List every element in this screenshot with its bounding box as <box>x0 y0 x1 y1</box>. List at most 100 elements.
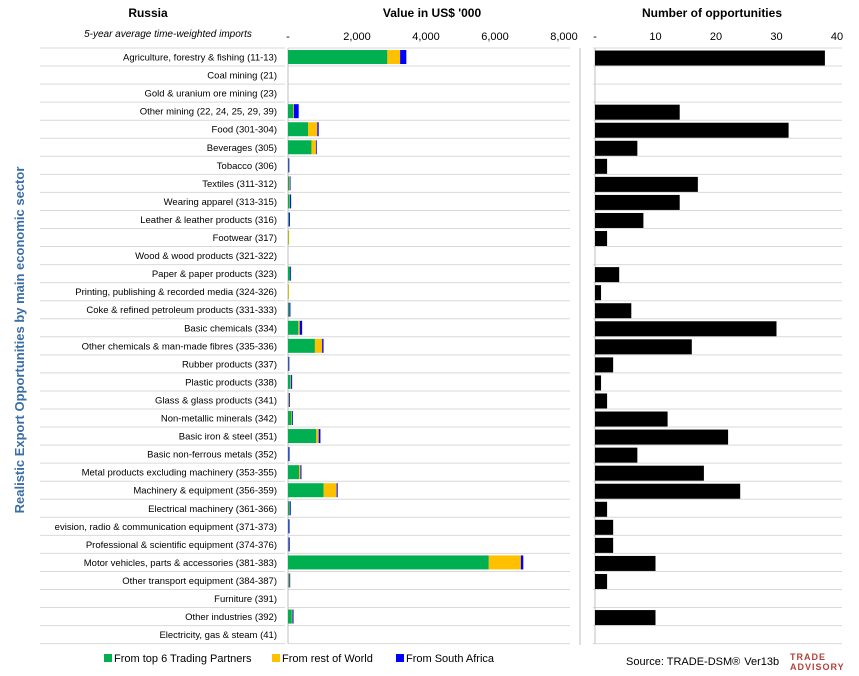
category-label: Other industries (392) <box>185 612 277 623</box>
category-label: Wearing apparel (313-315) <box>164 197 277 208</box>
category-label: Basic iron & steel (351) <box>179 432 277 443</box>
legend-swatch-sa <box>396 654 404 662</box>
count-bar <box>595 158 608 174</box>
category-label: Basic chemicals (334) <box>184 323 277 334</box>
value-bar-segment-sa <box>292 411 293 426</box>
registered-mark: ® <box>732 656 740 668</box>
value-bar-segment-sa <box>289 302 291 317</box>
count-bar <box>595 303 632 319</box>
category-labels: Agriculture, forestry & fishing (11-13) C… <box>55 53 277 642</box>
legend-label-rest: From rest of World <box>282 653 373 665</box>
count-bar <box>595 176 698 192</box>
value-bar-segment-sa <box>322 338 324 353</box>
value-bar-segment-rest <box>311 140 316 155</box>
value-bars <box>288 50 524 624</box>
value-bar-segment-top6 <box>288 302 290 317</box>
value-bar-segment-top6 <box>288 104 294 119</box>
count-bar <box>595 555 656 571</box>
count-bar <box>595 501 608 517</box>
value-bar-segment-sa <box>300 465 302 480</box>
value-bar-segment-sa <box>288 158 290 173</box>
value-bar-segment-top6 <box>288 338 315 353</box>
value-bar-segment-sa <box>288 356 290 371</box>
value-bar-segment-rest <box>290 374 292 389</box>
value-bar-segment-sa <box>288 537 290 552</box>
category-label: Textiles (311-312) <box>202 179 277 190</box>
count-bar <box>595 610 656 626</box>
category-label: Electrical machinery (361-366) <box>148 504 277 515</box>
value-chart-title: Value in US$ '000 <box>383 6 482 20</box>
count-bar <box>595 537 614 553</box>
value-bar-segment-sa <box>288 447 290 462</box>
value-tick-label: 8,000 <box>550 31 578 43</box>
count-bar <box>595 339 692 355</box>
category-label: Wood & wood products (321-322) <box>135 251 277 262</box>
value-tick-label: 2,000 <box>343 31 371 43</box>
value-bar-segment-rest <box>316 429 319 444</box>
value-bar-segment-top6 <box>288 212 289 227</box>
count-bar <box>595 447 638 463</box>
value-bar-segment-sa <box>291 374 293 389</box>
legend-label-sa: From South Africa <box>406 653 495 665</box>
category-label: Other transport equipment (384-387) <box>122 576 277 587</box>
value-bar-segment-sa <box>290 194 292 209</box>
category-label: Other mining (22, 24, 25, 29, 39) <box>140 107 277 118</box>
value-bar-segment-sa <box>336 483 338 498</box>
category-label: Printing, publishing & recorded media (3… <box>75 287 277 298</box>
value-bar-segment-top6 <box>288 411 292 426</box>
value-bar-segment-rest <box>288 230 290 245</box>
category-label: Motor vehicles, parts & accessories (381… <box>84 558 277 569</box>
category-label: Leather & leather products (316) <box>140 215 277 226</box>
value-bar-segment-sa <box>317 122 319 137</box>
count-bar <box>595 393 608 409</box>
category-label: Coke & refined petroleum products (331-3… <box>86 305 277 316</box>
value-bar-segment-sa <box>299 320 303 335</box>
value-bar-segment-top6 <box>288 609 292 624</box>
value-bar-segment-sa <box>290 266 292 281</box>
logo-line-2: ADVISORY <box>790 662 845 672</box>
category-label: Metal products excluding machinery (353-… <box>82 468 277 479</box>
value-bar-segment-sa <box>400 50 407 65</box>
value-bar-segment-top6 <box>288 374 291 389</box>
count-bar <box>595 140 638 156</box>
value-bar-segment-top6 <box>288 50 388 65</box>
value-bar-segment-sa <box>520 555 524 570</box>
value-bar-segment-sa <box>289 501 291 516</box>
value-bar-segment-top6 <box>288 140 312 155</box>
value-bar-segment-sa <box>288 212 290 227</box>
value-bar-segment-top6 <box>288 501 290 516</box>
count-tick-label: 10 <box>649 31 661 43</box>
category-label: Non-metallic minerals (342) <box>161 414 277 425</box>
value-bar-segment-rest <box>299 465 301 480</box>
value-bar-segment-top6 <box>288 483 324 498</box>
value-tick-label: 6,000 <box>481 31 509 43</box>
value-bar-segment-rest <box>308 122 318 137</box>
count-bars <box>595 50 825 626</box>
count-bar <box>595 285 602 301</box>
value-bar-segment-sa <box>293 104 299 119</box>
category-label: Electricity, gas & steam (41) <box>159 630 277 641</box>
category-label: Basic non-ferrous metals (352) <box>147 450 277 461</box>
value-bar-segment-rest <box>288 573 290 588</box>
value-bar-segment-top6 <box>288 465 300 480</box>
count-bar <box>595 411 668 427</box>
value-bar-segment-top6 <box>288 122 309 137</box>
value-bar-segment-rest <box>288 284 289 299</box>
count-bar <box>595 519 614 535</box>
legend-label-top6: From top 6 Trading Partners <box>114 653 252 665</box>
category-label: Gold & uranium ore mining (23) <box>144 89 277 100</box>
count-bar <box>595 231 608 247</box>
value-bar-segment-top6 <box>288 176 290 191</box>
count-bar <box>595 104 680 120</box>
value-bar-segment-top6 <box>288 320 299 335</box>
chart-subtitle: 5-year average time-weighted imports <box>84 29 252 40</box>
category-label: evision, radio & communication equipment… <box>55 522 277 533</box>
y-axis-label: Realistic Export Opportunities by main e… <box>12 167 27 514</box>
count-bar <box>595 573 608 589</box>
category-label: Professional & scientific equipment (374… <box>86 540 277 551</box>
value-bar-segment-top6 <box>288 429 317 444</box>
count-bar <box>595 357 614 373</box>
count-tick-label: 20 <box>710 31 722 43</box>
count-bar <box>595 321 777 337</box>
